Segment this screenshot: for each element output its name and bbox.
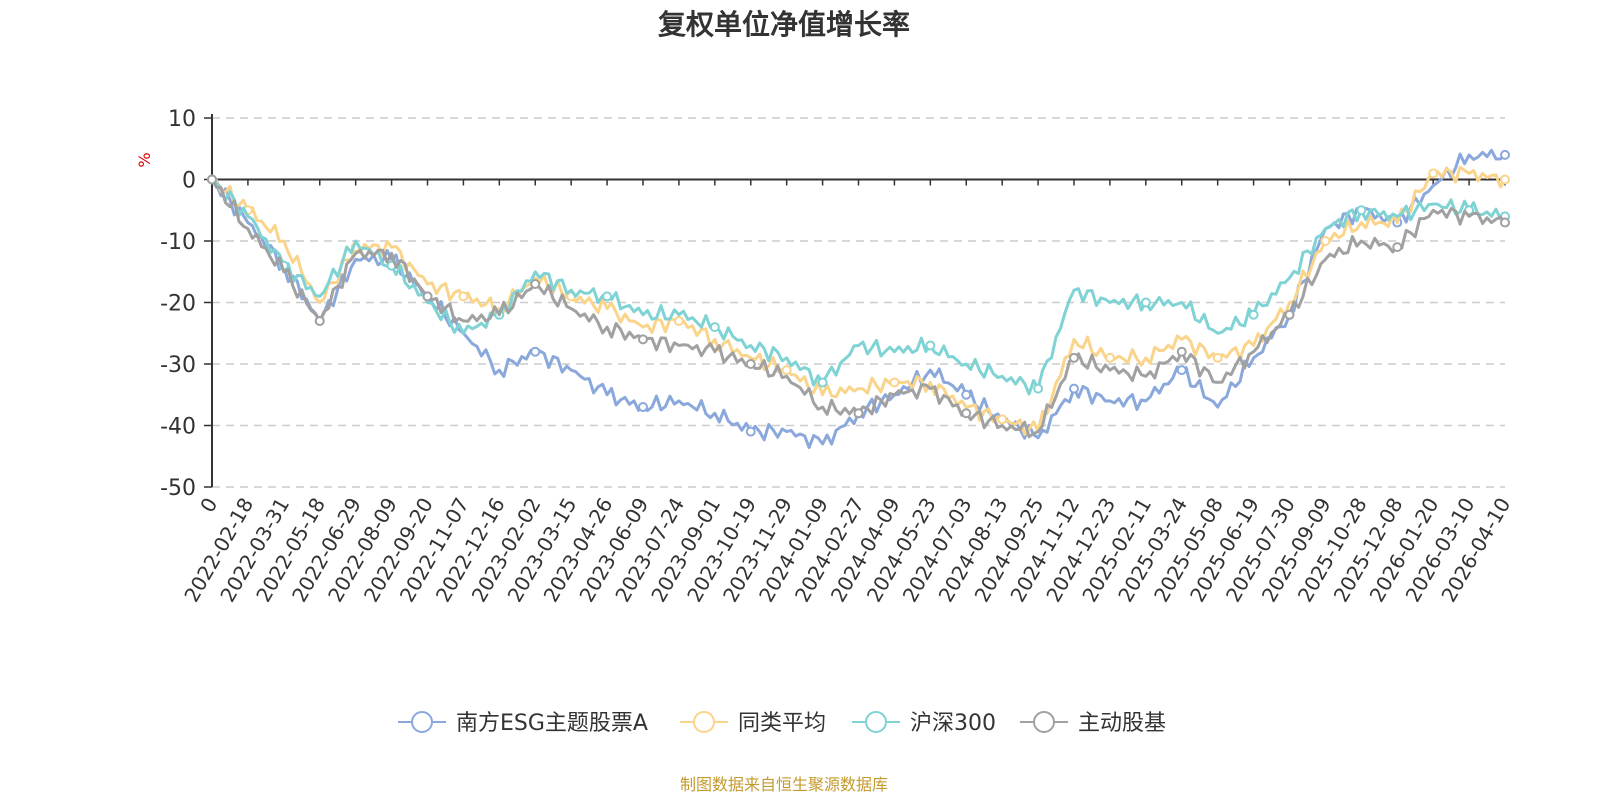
legend-marker (411, 711, 433, 733)
series-marker (1500, 217, 1510, 228)
series-marker (1500, 174, 1510, 185)
series-marker (1356, 205, 1367, 216)
series-marker (1176, 365, 1187, 376)
gridlines (212, 117, 1505, 488)
y-tick-label: 10 (168, 107, 196, 132)
series-marker (1033, 383, 1044, 394)
series-marker (889, 377, 900, 388)
series-marker (997, 414, 1008, 425)
legend-label: 同类平均 (738, 711, 826, 736)
legend-label: 南方ESG主题股票A (456, 711, 648, 736)
series-marker (1140, 297, 1151, 308)
series-marker (1248, 309, 1259, 320)
y-tick-labels: 10 0 -10 -20 -30 -40 -50 (160, 107, 196, 501)
legend-label: 沪深300 (910, 711, 996, 736)
series-marker (1104, 352, 1115, 363)
y-tick-label: -20 (160, 292, 196, 317)
y-tick-label: -10 (160, 230, 196, 255)
series-marker (530, 346, 541, 357)
series-marker (1428, 168, 1439, 179)
series-marker (314, 315, 325, 326)
series-line (211, 165, 1507, 436)
series-marker (1320, 236, 1331, 246)
series-lines (207, 148, 1510, 449)
series-marker (458, 291, 469, 302)
y-axis-unit: % (135, 152, 154, 167)
series-line (210, 178, 1507, 439)
series-marker (1176, 346, 1187, 357)
series-marker (1212, 352, 1223, 363)
legend-marker (693, 711, 715, 733)
series-marker (1392, 242, 1403, 253)
series-marker (638, 334, 648, 345)
series-marker (781, 365, 792, 376)
series-marker (602, 291, 613, 302)
series-marker (745, 426, 756, 437)
x-tick-label: 0 (195, 494, 222, 517)
series-marker (530, 279, 541, 290)
series-marker (709, 322, 720, 333)
series-marker (961, 389, 972, 400)
series-line (210, 148, 1506, 449)
series-marker (207, 174, 217, 185)
legend: 南方ESG主题股票A 同类平均 沪深300 主动股基 (398, 711, 1166, 736)
series-marker (961, 408, 972, 419)
series-marker (745, 359, 756, 369)
series-marker (422, 291, 433, 302)
series-marker (673, 315, 684, 326)
y-tick-label: -40 (160, 415, 196, 440)
data-source-note: 制图数据来自恒生聚源数据库 (680, 775, 888, 794)
x-tick-labels: 02022-02-182022-03-312022-05-182022-06-2… (179, 493, 1515, 606)
series-marker (925, 340, 936, 351)
series-marker (1069, 352, 1079, 363)
y-tick-label: -30 (160, 353, 196, 378)
legend-label: 主动股基 (1078, 711, 1166, 736)
legend-marker (1033, 711, 1055, 733)
series-line (211, 178, 1506, 396)
y-tick-label: -50 (160, 476, 196, 501)
series-marker (1069, 383, 1079, 394)
legend-marker (865, 711, 887, 733)
series-marker (638, 402, 648, 413)
series-marker (817, 377, 828, 388)
series-marker (1500, 149, 1510, 160)
chart-title: 复权单位净值增长率 (658, 8, 910, 41)
y-tick-label: 0 (182, 169, 196, 194)
axes (204, 114, 1506, 488)
series-marker (1284, 309, 1295, 320)
series-marker (853, 408, 864, 419)
